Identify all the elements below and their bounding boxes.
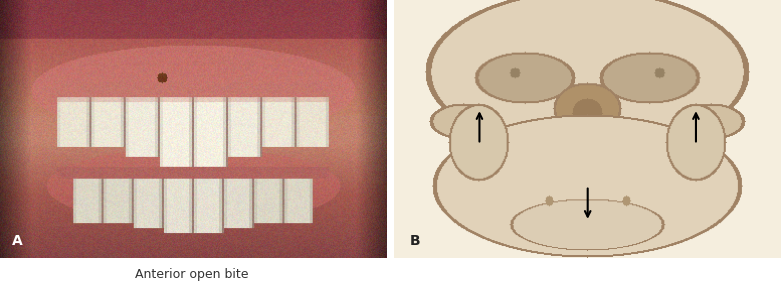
- Text: B: B: [410, 234, 420, 248]
- Text: Anterior open bite: Anterior open bite: [134, 268, 248, 281]
- Text: A: A: [12, 234, 23, 248]
